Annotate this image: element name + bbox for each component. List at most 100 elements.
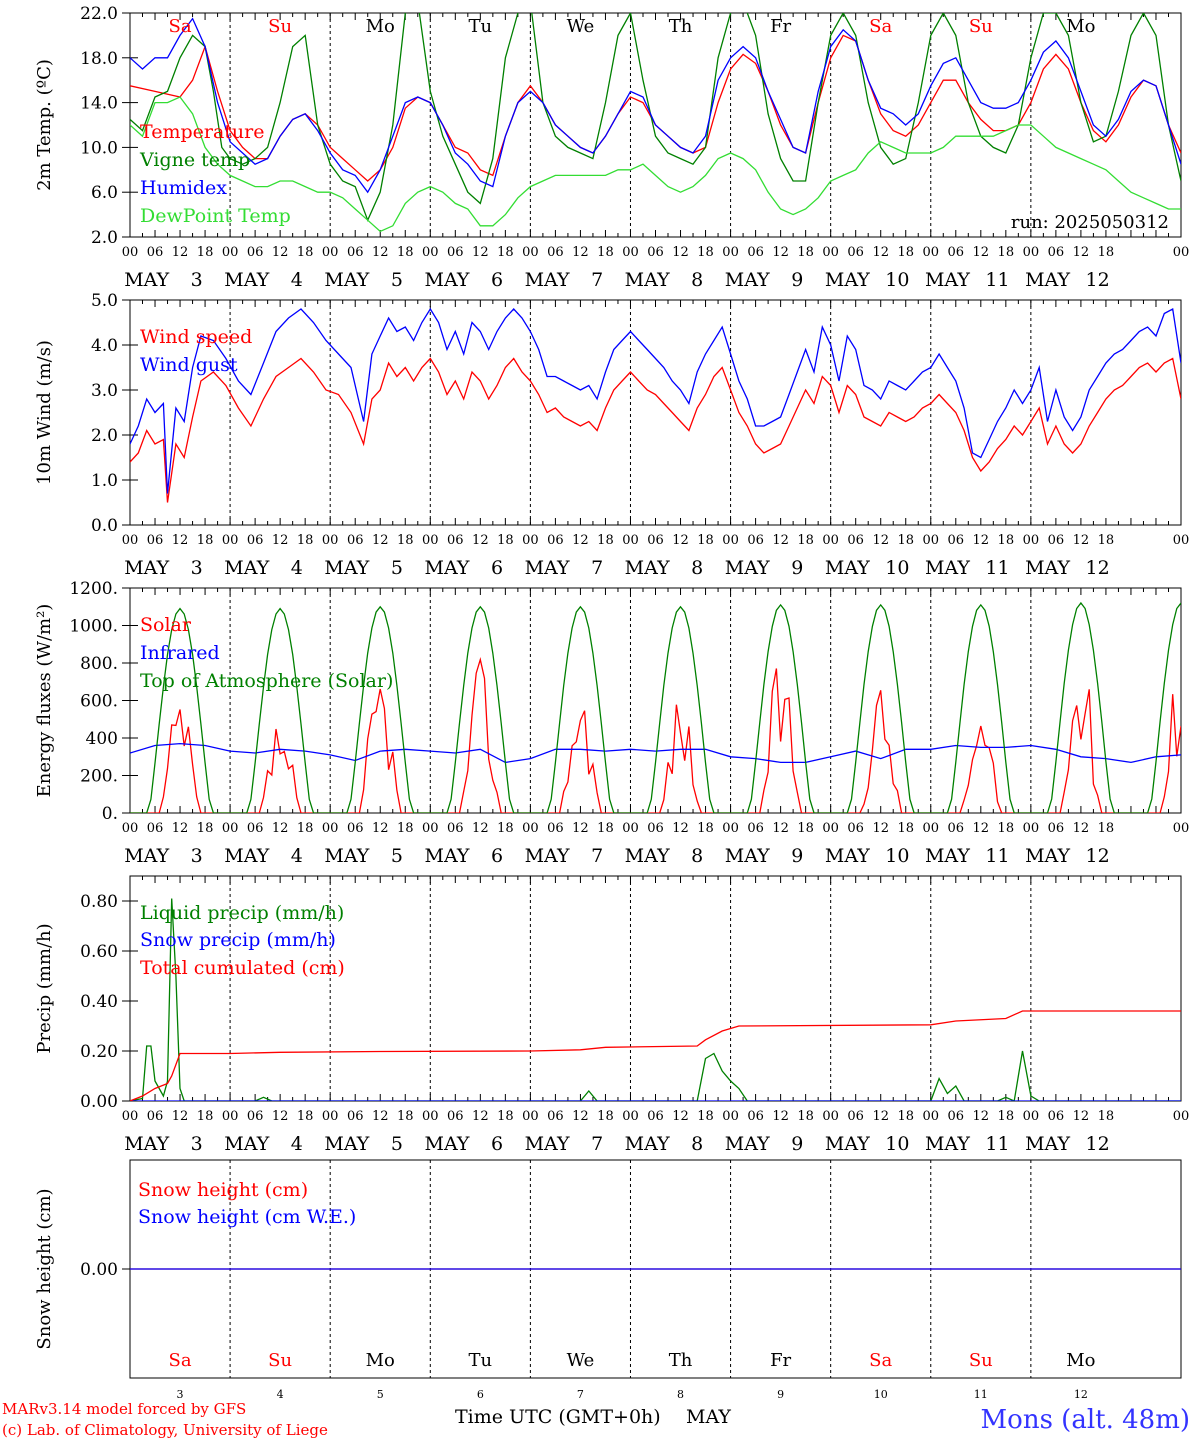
hour-tick-label: 12 [672, 1109, 689, 1124]
hour-tick-label: 06 [547, 245, 564, 260]
hour-tick-label: 18 [297, 1109, 314, 1124]
day-date-label: 6 [491, 557, 503, 579]
month-label: MAY [124, 1133, 169, 1155]
hour-tick-label: 06 [847, 245, 864, 260]
hour-tick-label: 00 [322, 1109, 339, 1124]
weekday-label: Sa [169, 16, 192, 37]
y-tick-label: 2.0 [91, 426, 118, 446]
legend-entry: Infrared [140, 642, 220, 664]
hour-tick-label: 12 [372, 821, 389, 836]
hour-tick-label: 12 [572, 533, 589, 548]
hour-tick-label: 00 [922, 533, 939, 548]
hour-tick-label: 12 [872, 245, 889, 260]
hour-tick-label: 06 [147, 821, 164, 836]
y-tick-label: 3.0 [91, 381, 118, 401]
hour-tick-label: 18 [197, 533, 214, 548]
weekday-label: Su [969, 16, 993, 37]
hour-tick-label: 06 [948, 245, 965, 260]
hour-tick-label: 18 [597, 533, 614, 548]
day-date-label: 8 [691, 845, 703, 867]
series-line-humidex [130, 17, 1181, 194]
hour-tick-label: 00 [822, 533, 839, 548]
series-line-infrared [130, 742, 1181, 764]
weekday-label: Mo [366, 16, 395, 37]
x-axis-label: Time UTC (GMT+0h) [455, 1406, 661, 1428]
hour-tick-label: 06 [547, 533, 564, 548]
hour-tick-label: 12 [572, 245, 589, 260]
y-tick-label: 10.0 [80, 138, 118, 158]
hour-tick-label: 12 [1073, 245, 1090, 260]
hour-tick-label: 18 [998, 245, 1015, 260]
hour-tick-label: 06 [948, 821, 965, 836]
hour-tick-label: 00 [422, 1109, 439, 1124]
day-date-label: 9 [791, 557, 803, 579]
hour-tick-label: 12 [472, 1109, 489, 1124]
hour-tick-label: 12 [772, 245, 789, 260]
day-date-label: 12 [1085, 269, 1109, 291]
hour-tick-label: 18 [197, 245, 214, 260]
hour-tick-label: 00 [222, 245, 239, 260]
legend-entry: Snow precip (mm/h) [140, 929, 336, 951]
month-label: MAY [725, 269, 770, 291]
series-line-total-cumulated-cm [130, 1010, 1181, 1101]
hour-tick-label: 12 [772, 533, 789, 548]
day-number-label: 10 [874, 1388, 888, 1401]
hour-tick-label: 00 [322, 821, 339, 836]
y-tick-label: 14.0 [80, 94, 118, 114]
series-line-wind-speed [130, 357, 1181, 503]
y-tick-label: 1000. [69, 617, 118, 637]
y-tick-label: 0.40 [80, 992, 118, 1012]
weekday-label: Mo [1066, 16, 1095, 37]
legend-entry: Snow height (cm) [138, 1179, 308, 1201]
series-line-dewpoint-temp [130, 96, 1181, 233]
y-tick-label: 22.0 [80, 4, 118, 24]
day-date-label: 11 [985, 557, 1009, 579]
month-label: MAY [925, 1133, 970, 1155]
hour-tick-label: 18 [297, 533, 314, 548]
hour-tick-label: 00 [222, 821, 239, 836]
hour-tick-label: 06 [847, 821, 864, 836]
day-date-label: 9 [791, 845, 803, 867]
day-number-label: 4 [277, 1388, 284, 1401]
hour-tick-label: 12 [472, 533, 489, 548]
hour-tick-label: 00 [522, 533, 539, 548]
hour-tick-label: 00 [422, 245, 439, 260]
hour-tick-label: 12 [872, 821, 889, 836]
hour-tick-label: 00 [922, 1109, 939, 1124]
hour-tick-label: 06 [247, 1109, 264, 1124]
panel-2: 00 06 12 18 MAY 3 00 06 12 18 MAY 4 00 06 12 18 MAY 5 00 06… [34, 291, 1189, 579]
series-group [130, 13, 1181, 233]
y-tick-label: 400 [86, 729, 118, 749]
hour-tick-label: 12 [973, 1109, 990, 1124]
month-label: MAY [224, 269, 269, 291]
weekday-label: Sa [869, 1350, 892, 1371]
hour-tick-label: 12 [472, 821, 489, 836]
hour-tick-label: 18 [497, 1109, 514, 1124]
day-date-label: 7 [591, 1133, 603, 1155]
hour-tick-label: 12 [472, 245, 489, 260]
hour-tick-label: 00 [522, 1109, 539, 1124]
weekday-label: Sa [169, 1350, 192, 1371]
hour-tick-label: 12 [672, 245, 689, 260]
hour-tick-label: 18 [297, 821, 314, 836]
hour-tick-label: 00 [822, 245, 839, 260]
hour-tick-label: 12 [272, 821, 289, 836]
plot-frame [129, 587, 1182, 814]
month-label: MAY [424, 1133, 469, 1155]
hour-tick-label: 18 [597, 245, 614, 260]
day-number-label: 11 [974, 1388, 988, 1401]
legend-entry: Temperature [140, 121, 264, 143]
month-label: MAY [525, 1133, 570, 1155]
weekday-label: Tu [469, 1350, 493, 1371]
hour-tick-label: 18 [797, 533, 814, 548]
month-label: MAY [224, 557, 269, 579]
series-line-vigne-temp [130, 13, 1181, 222]
y-axis-label: Precip (mm/h) [34, 923, 55, 1053]
hour-tick-label: 18 [497, 821, 514, 836]
month-label: MAY [725, 845, 770, 867]
hour-tick-label: 00 [822, 1109, 839, 1124]
hour-tick-label: 00 [122, 533, 139, 548]
lab-credit: (c) Lab. of Climatology, University of L… [2, 1421, 328, 1439]
plot-frame [129, 299, 1182, 526]
